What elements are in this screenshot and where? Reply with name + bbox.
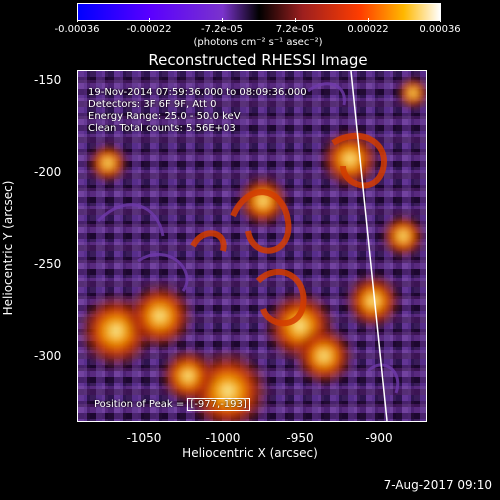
colorbar-tick xyxy=(149,18,150,22)
limb-line xyxy=(350,70,388,422)
peak-value: [-977,-193] xyxy=(187,398,250,411)
clean-counts: Clean Total counts: 5.56E+03 xyxy=(88,123,236,134)
detectors-info: Detectors: 3F 6F 9F, Att 0 xyxy=(88,99,217,110)
y-tick-label: -150 xyxy=(34,73,62,87)
colorbar-tick xyxy=(440,18,441,22)
footer-timestamp: 7-Aug-2017 09:10 xyxy=(383,478,492,492)
x-axis-label: Heliocentric X (arcsec) xyxy=(182,446,318,460)
energy-range: Energy Range: 25.0 - 50.0 keV xyxy=(88,111,241,122)
colorbar-label: 7.2e-05 xyxy=(275,24,315,35)
x-tick-label: -1000 xyxy=(205,431,241,445)
reconstructed-image xyxy=(78,70,429,433)
time-range: 19-Nov-2014 07:59:36.000 to 08:09:36.000 xyxy=(88,87,307,98)
image-plot: 19-Nov-2014 07:59:36.000 to 08:09:36.000… xyxy=(77,70,429,433)
colorbar-label: 0.00036 xyxy=(419,24,461,35)
y-tick-label: -300 xyxy=(34,349,62,363)
colorbar-label: 0.00022 xyxy=(347,24,389,35)
colorbar-label: -0.00036 xyxy=(54,24,100,35)
x-tick-label: -1050 xyxy=(126,431,162,445)
y-tick-label: -250 xyxy=(34,257,62,271)
colorbar-tick xyxy=(295,18,296,22)
y-tick-label: -200 xyxy=(34,165,62,179)
colorbar-tick xyxy=(222,18,223,22)
colorbar-gradient xyxy=(78,4,440,20)
peak-label: Position of Peak = xyxy=(94,399,188,410)
colorbar-tick xyxy=(77,18,78,22)
colorbar-label: -0.00022 xyxy=(126,24,172,35)
peak-position: Position of Peak = [-977,-193] xyxy=(94,398,250,411)
y-axis-label: Heliocentric Y (arcsec) xyxy=(1,180,15,316)
colorbar xyxy=(77,3,441,21)
x-tick-label: -900 xyxy=(365,431,393,445)
plot-title: Reconstructed RHESSI Image xyxy=(148,51,368,69)
colorbar-label: -7.2e-05 xyxy=(201,24,243,35)
colorbar-units: (photons cm⁻² s⁻¹ asec⁻²) xyxy=(193,37,323,48)
colorbar-tick xyxy=(368,18,369,22)
x-tick-label: -950 xyxy=(286,431,314,445)
